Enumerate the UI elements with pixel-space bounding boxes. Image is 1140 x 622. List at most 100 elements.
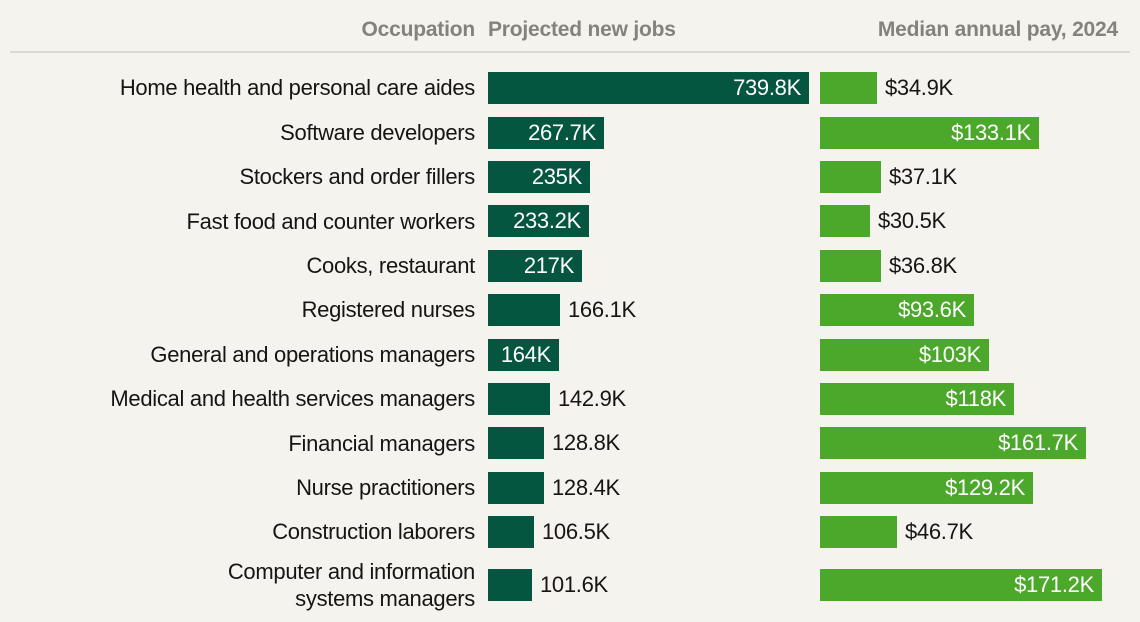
pay-bar-cell: $93.6K <box>808 294 1140 327</box>
pay-bar-cell: $171.2K <box>808 569 1140 602</box>
jobs-value-label: 166.1K <box>568 297 636 323</box>
jobs-bar: 217K <box>488 249 582 282</box>
jobs-bar <box>488 569 532 602</box>
chart-row: Medical and health services managers 142… <box>0 377 1140 421</box>
occupation-label: Computer and information systems manager… <box>227 558 475 612</box>
pay-value-label: $129.2K <box>945 474 1025 500</box>
pay-bar-cell: $34.9K <box>808 72 1140 105</box>
pay-bar-cell: $30.5K <box>808 205 1140 238</box>
jobs-bar: 739.8K <box>488 72 809 105</box>
jobs-value-label: 101.6K <box>540 572 608 598</box>
occupation-label: Software developers <box>280 119 475 145</box>
jobs-bar: 164K <box>488 338 559 371</box>
jobs-bar-cell: 128.8K <box>475 427 808 460</box>
jobs-bar-cell: 235K <box>475 160 808 193</box>
jobs-value-label: 233.2K <box>513 208 581 234</box>
chart-row: Home health and personal care aides 739.… <box>0 66 1140 110</box>
chart-row: Cooks, restaurant 217K $36.8K <box>0 244 1140 288</box>
pay-value-label: $34.9K <box>885 75 953 101</box>
jobs-bar-cell: 166.1K <box>475 294 808 327</box>
header-median-annual-pay: Median annual pay, 2024 <box>877 18 1118 41</box>
jobs-value-label: 267.7K <box>528 119 596 145</box>
pay-value-label: $30.5K <box>878 208 946 234</box>
pay-value-label: $46.7K <box>905 519 973 545</box>
jobs-bar: 267.7K <box>488 116 604 149</box>
header-occupation: Occupation <box>361 18 475 41</box>
occupation-label: Fast food and counter workers <box>186 208 476 234</box>
chart-rows: Home health and personal care aides 739.… <box>0 66 1140 616</box>
pay-bar <box>820 516 897 549</box>
chart-row: Financial managers 128.8K $161.7K <box>0 421 1140 465</box>
pay-bar-cell: $118K <box>808 382 1140 415</box>
chart-row: General and operations managers 164K $10… <box>0 332 1140 376</box>
pay-bar-cell: $37.1K <box>808 160 1140 193</box>
jobs-bar-cell: 267.7K <box>475 116 808 149</box>
pay-bar: $129.2K <box>820 471 1033 504</box>
pay-bar: $171.2K <box>820 569 1102 602</box>
pay-bar-cell: $46.7K <box>808 516 1140 549</box>
jobs-bar <box>488 427 544 460</box>
column-headers: Occupation Projected new jobs Median ann… <box>0 0 1140 42</box>
jobs-bar <box>488 382 550 415</box>
jobs-bar <box>488 294 560 327</box>
jobs-value-label: 106.5K <box>542 519 610 545</box>
pay-value-label: $93.6K <box>898 297 966 323</box>
chart-row: Stockers and order fillers 235K $37.1K <box>0 155 1140 199</box>
chart-row: Software developers 267.7K $133.1K <box>0 110 1140 154</box>
occupation-label: Financial managers <box>288 430 475 456</box>
jobs-bar: 233.2K <box>488 205 589 238</box>
occupation-label: Registered nurses <box>301 297 476 323</box>
occupation-label: Construction laborers <box>272 519 475 545</box>
jobs-bar: 235K <box>488 160 590 193</box>
pay-bar <box>820 160 881 193</box>
jobs-value-label: 142.9K <box>558 385 626 411</box>
pay-bar-cell: $129.2K <box>808 471 1140 504</box>
occupation-label: Home health and personal care aides <box>119 75 475 101</box>
jobs-value-label: 217K <box>523 252 574 278</box>
pay-value-label: $103K <box>918 341 981 367</box>
jobs-bar <box>488 471 544 504</box>
chart-row: Computer and information systems manager… <box>0 554 1140 616</box>
chart-row: Fast food and counter workers 233.2K $30… <box>0 199 1140 243</box>
header-divider <box>10 51 1130 53</box>
chart-row: Registered nurses 166.1K $93.6K <box>0 288 1140 332</box>
pay-bar-cell: $103K <box>808 338 1140 371</box>
jobs-bar-cell: 164K <box>475 338 808 371</box>
pay-value-label: $36.8K <box>889 252 957 278</box>
pay-bar: $118K <box>820 382 1014 415</box>
occupation-label: Cooks, restaurant <box>306 253 475 278</box>
pay-bar <box>820 205 870 238</box>
pay-value-label: $118K <box>945 385 1007 411</box>
pay-bar <box>820 249 881 282</box>
pay-bar: $103K <box>820 338 989 371</box>
jobs-bar-cell: 217K <box>475 249 808 282</box>
pay-bar-cell: $36.8K <box>808 249 1140 282</box>
jobs-value-label: 739.8K <box>733 75 801 101</box>
jobs-bar-cell: 128.4K <box>475 471 808 504</box>
chart-row: Construction laborers 106.5K $46.7K <box>0 510 1140 554</box>
jobs-bar-cell: 101.6K <box>475 569 808 602</box>
pay-value-label: $133.1K <box>951 119 1031 145</box>
jobs-bar-cell: 142.9K <box>475 382 808 415</box>
jobs-value-label: 235K <box>531 163 582 189</box>
occupation-label: Stockers and order fillers <box>239 164 475 190</box>
jobs-value-label: 128.8K <box>552 430 620 456</box>
jobs-bar-cell: 739.8K <box>475 72 809 105</box>
occupation-label: Medical and health services managers <box>110 386 475 412</box>
pay-value-label: $171.2K <box>1014 572 1094 598</box>
jobs-bar-cell: 233.2K <box>475 205 808 238</box>
header-projected-new-jobs: Projected new jobs <box>488 18 676 41</box>
jobs-bar-cell: 106.5K <box>475 516 808 549</box>
occupation-label: General and operations managers <box>150 341 475 367</box>
pay-bar-cell: $161.7K <box>808 427 1140 460</box>
pay-bar: $133.1K <box>820 116 1039 149</box>
pay-bar: $161.7K <box>820 427 1086 460</box>
occupation-label: Nurse practitioners <box>296 474 475 500</box>
pay-bar-cell: $133.1K <box>808 116 1140 149</box>
jobs-value-label: 128.4K <box>552 474 620 500</box>
chart-row: Nurse practitioners 128.4K $129.2K <box>0 466 1140 510</box>
pay-bar: $93.6K <box>820 294 974 327</box>
jobs-bar <box>488 516 534 549</box>
jobs-value-label: 164K <box>500 341 551 367</box>
